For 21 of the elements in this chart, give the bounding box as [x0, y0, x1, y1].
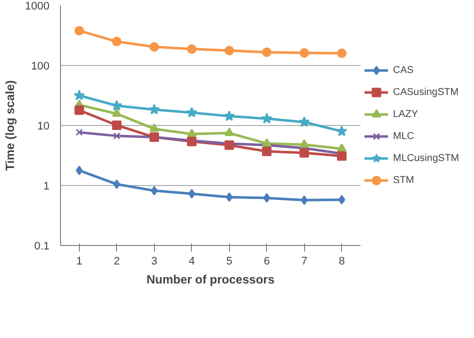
x-tick-label: 4	[188, 256, 195, 268]
y-tick-label: 0.1	[34, 240, 50, 252]
y-axis-title: Time (log scale)	[3, 80, 18, 171]
x-tick-label: 3	[151, 256, 158, 268]
x-tick-label: 8	[338, 256, 345, 268]
legend-label: LAZY	[393, 108, 418, 120]
x-tick-label: 1	[76, 256, 82, 268]
legend-label: MLC	[393, 130, 414, 142]
y-tick-label: 1	[43, 180, 50, 192]
legend-label: MLCusingSTM	[393, 152, 460, 164]
legend-label: CASusingSTM	[393, 86, 459, 98]
legend-label: CAS	[393, 64, 414, 76]
y-tick-label: 10	[37, 120, 50, 132]
y-tick-label: 100	[31, 60, 50, 72]
x-tick-label: 7	[301, 256, 308, 268]
x-tick-label: 6	[264, 256, 270, 268]
x-tick-label: 5	[226, 256, 232, 268]
legend-label: STM	[393, 174, 414, 186]
x-tick-label: 2	[114, 256, 120, 268]
x-axis-title: Number of processors	[146, 272, 275, 286]
y-tick-label: 1000	[25, 0, 50, 12]
